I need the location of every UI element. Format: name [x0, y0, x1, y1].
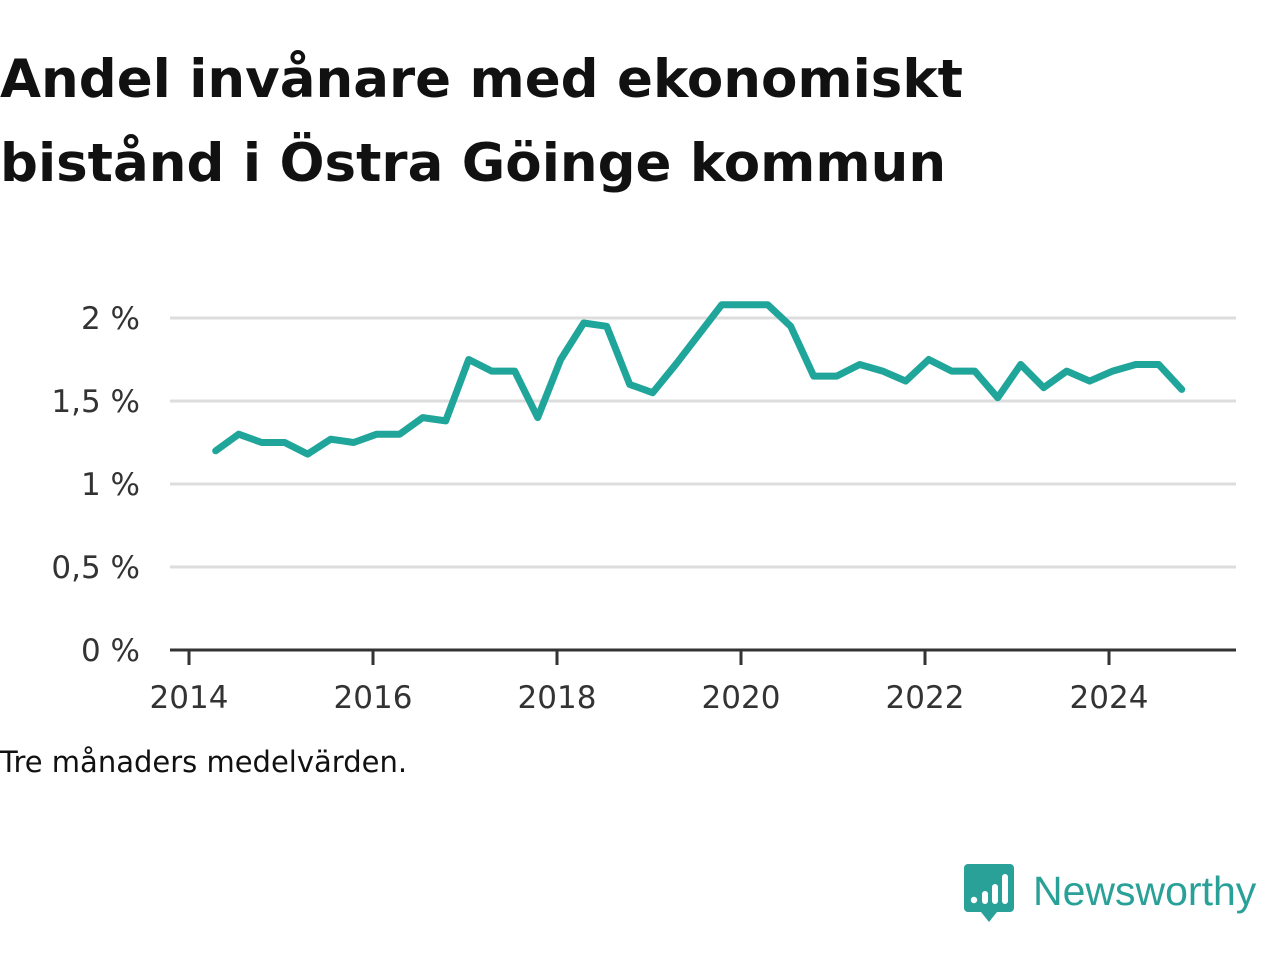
x-tick-label: 2020	[702, 680, 781, 716]
series	[212, 301, 1186, 458]
x-tick-label: 2014	[150, 680, 229, 716]
brand-name: Newsworthy	[1033, 868, 1257, 914]
x-tick-label: 2024	[1070, 680, 1149, 716]
chart-note: Tre månaders medelvärden.	[0, 745, 408, 779]
brand-logo: Newsworthy	[964, 864, 1256, 926]
axes: 0 % 0,5 % 1 % 1,5 % 2 % 2014 2016 2018 2020 2022 2…	[51, 301, 1236, 716]
x-tick-label: 2016	[334, 680, 413, 716]
y-tick-label: 1,5 %	[51, 384, 140, 420]
x-tick-label: 2022	[886, 680, 965, 716]
x-tick-label: 2018	[518, 680, 597, 716]
y-tick-label: 2 %	[81, 301, 140, 337]
y-tick-label: 1 %	[81, 467, 140, 503]
gridlines	[170, 316, 1236, 569]
newsworthy-logo-icon	[964, 864, 1014, 922]
y-tick-label: 0 %	[81, 633, 140, 669]
y-tick-label: 0,5 %	[51, 550, 140, 586]
chart-title: Andel invånare med ekonomiskt bistånd i …	[0, 49, 963, 194]
series-line	[212, 301, 1186, 458]
